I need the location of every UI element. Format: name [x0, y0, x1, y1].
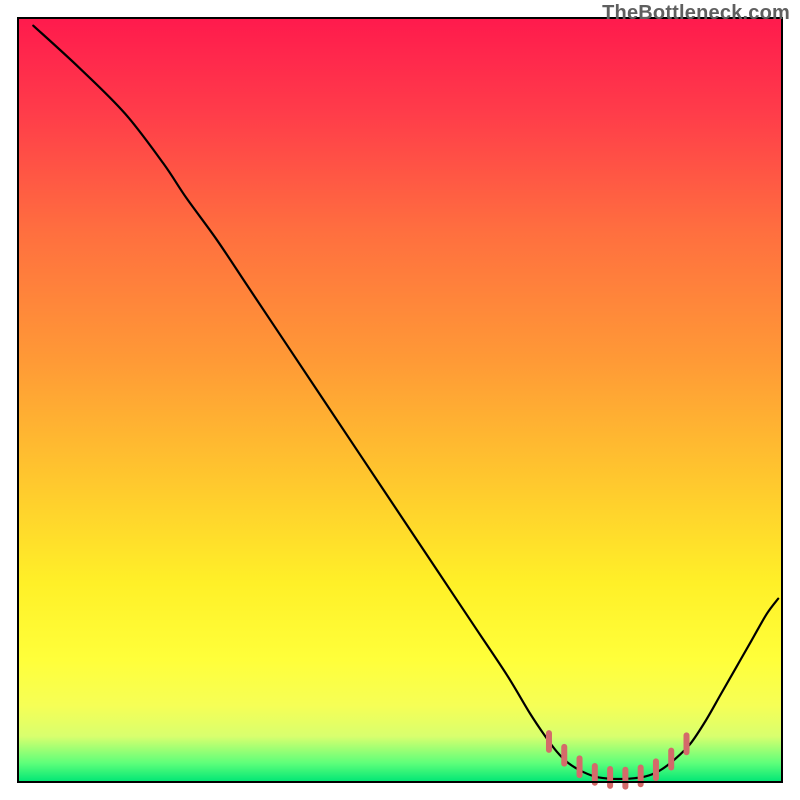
gradient-background	[18, 18, 782, 782]
bottleneck-chart: TheBottleneck.com	[0, 0, 800, 800]
chart-svg	[0, 0, 800, 800]
watermark-text: TheBottleneck.com	[602, 2, 790, 25]
